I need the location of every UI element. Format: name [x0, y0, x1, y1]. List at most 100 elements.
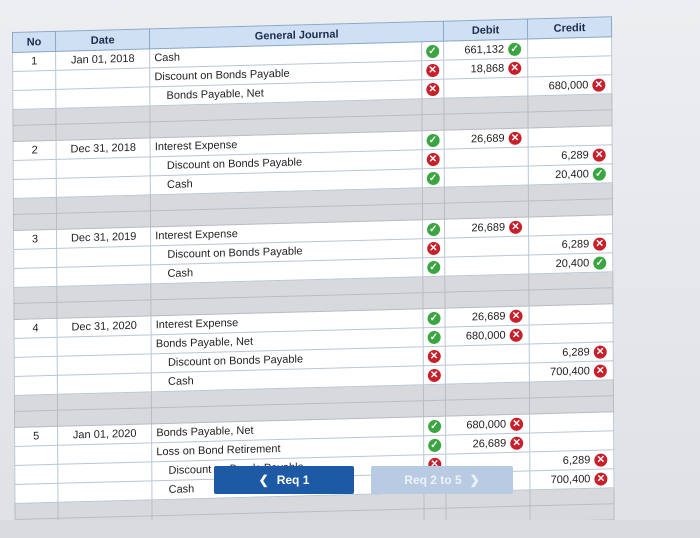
debit-cell[interactable]: 26,689 ✕ [444, 216, 529, 239]
separator-cell [422, 276, 445, 293]
entry-no-cell [12, 70, 56, 91]
debit-value: 18,868 [470, 62, 505, 75]
x-circle-icon: ✕ [425, 63, 440, 77]
x-circle-icon: ✕ [594, 471, 608, 486]
credit-cell[interactable] [527, 55, 612, 77]
credit-value: 6,289 [562, 453, 591, 467]
x-circle-icon: ✕ [510, 436, 524, 450]
next-req-button[interactable]: Req 2 to 5 ❯ [371, 466, 513, 494]
entry-no-cell [13, 248, 57, 269]
credit-value: 6,289 [561, 237, 590, 251]
credit-value: 20,400 [555, 167, 589, 181]
entry-date-cell [57, 442, 152, 465]
credit-cell[interactable] [527, 36, 612, 58]
entry-date-cell: Jan 01, 2020 [57, 423, 152, 446]
credit-cell[interactable]: 680,000 ✕ [527, 74, 612, 96]
credit-value: 700,400 [550, 364, 590, 378]
credit-cell[interactable] [528, 303, 614, 325]
account-status-cell: ✕ [421, 79, 444, 99]
debit-cell[interactable]: 680,000 ✕ [445, 324, 530, 347]
debit-cell[interactable] [443, 76, 528, 99]
entry-no-cell [14, 375, 58, 396]
credit-cell[interactable]: 20,400 ✓ [528, 252, 613, 274]
account-status-cell: ✓ [422, 219, 445, 239]
x-circle-icon: ✕ [593, 363, 607, 378]
debit-cell[interactable]: 18,868 ✕ [443, 57, 528, 80]
entry-date-cell [56, 245, 151, 268]
credit-cell[interactable] [529, 430, 614, 452]
entry-date-cell [56, 175, 151, 198]
general-journal-table: No Date General Journal Debit Credit 1 Ja… [12, 16, 615, 536]
x-circle-icon: ✕ [508, 61, 522, 75]
entry-no-cell: 3 [13, 229, 57, 250]
entry-date-cell [56, 156, 151, 179]
check-circle-icon: ✓ [592, 166, 606, 181]
credit-cell[interactable] [528, 214, 613, 236]
x-circle-icon: ✕ [508, 131, 522, 145]
journal-body: 1 Jan 01, 2018 Cash ✓ 661,132 ✓ Discount on Bo… [12, 36, 615, 536]
debit-cell[interactable] [445, 343, 530, 366]
entry-no-cell [12, 89, 56, 110]
x-circle-icon: ✕ [509, 220, 523, 234]
credit-cell[interactable]: 6,289 ✕ [529, 449, 614, 471]
credit-cell[interactable] [528, 125, 613, 147]
debit-cell[interactable]: 661,132 ✓ [443, 39, 528, 61]
account-status-cell: ✓ [423, 435, 446, 455]
check-circle-icon: ✓ [508, 42, 522, 56]
debit-value: 26,689 [471, 309, 506, 323]
check-circle-icon: ✓ [427, 311, 441, 325]
debit-value: 26,689 [470, 132, 505, 145]
x-circle-icon: ✕ [426, 152, 440, 166]
debit-cell[interactable]: 26,689 ✕ [445, 305, 530, 328]
debit-cell[interactable]: 26,689 ✕ [445, 432, 530, 455]
x-circle-icon: ✕ [509, 328, 523, 342]
separator-cell [12, 124, 57, 142]
check-circle-icon: ✓ [427, 419, 441, 433]
credit-cell[interactable]: 6,289 ✕ [528, 144, 613, 166]
credit-cell[interactable]: 20,400 ✓ [528, 163, 613, 185]
chevron-left-icon: ❮ [258, 473, 269, 487]
account-status-cell: ✓ [422, 257, 445, 277]
debit-cell[interactable] [445, 362, 530, 385]
x-circle-icon: ✕ [592, 77, 606, 92]
credit-value: 6,289 [561, 148, 589, 162]
credit-cell[interactable]: 6,289 ✕ [528, 233, 613, 255]
bottom-strip [0, 520, 700, 538]
prev-req-button[interactable]: ❮ Req 1 [214, 466, 354, 494]
account-status-cell: ✕ [421, 60, 444, 80]
separator-cell [13, 286, 57, 304]
credit-cell[interactable]: 6,289 ✕ [529, 341, 614, 363]
separator-cell [421, 203, 445, 220]
credit-value: 6,289 [562, 345, 590, 359]
check-circle-icon: ✓ [593, 255, 607, 270]
credit-cell[interactable] [529, 411, 614, 433]
debit-value: 680,000 [466, 417, 507, 432]
debit-cell[interactable] [444, 146, 529, 169]
credit-cell[interactable]: 700,400 ✕ [529, 468, 614, 490]
separator-cell [423, 492, 447, 509]
chevron-right-icon: ❯ [469, 473, 480, 487]
account-status-cell: ✓ [421, 41, 444, 61]
separator-cell [14, 410, 58, 428]
separator-cell [14, 394, 58, 412]
debit-cell[interactable] [444, 165, 529, 188]
debit-cell[interactable] [444, 235, 529, 258]
entry-no-cell [13, 159, 57, 180]
entry-date-cell [56, 264, 152, 287]
credit-cell[interactable] [529, 322, 614, 344]
entry-date-cell [57, 353, 152, 376]
debit-value: 26,689 [471, 220, 506, 234]
entry-no-cell [14, 337, 58, 358]
debit-cell[interactable] [444, 254, 529, 277]
account-status-cell: ✕ [422, 238, 445, 258]
entry-date-cell [55, 86, 151, 109]
credit-value: 20,400 [555, 256, 590, 270]
debit-cell[interactable]: 680,000 ✕ [445, 413, 530, 436]
credit-cell[interactable]: 700,400 ✕ [529, 360, 614, 382]
check-circle-icon: ✓ [427, 330, 441, 344]
entry-date-cell [55, 67, 150, 90]
entry-no-cell [14, 356, 58, 377]
entry-no-cell: 2 [13, 140, 57, 161]
separator-cell [14, 502, 59, 520]
debit-cell[interactable]: 26,689 ✕ [444, 127, 529, 150]
